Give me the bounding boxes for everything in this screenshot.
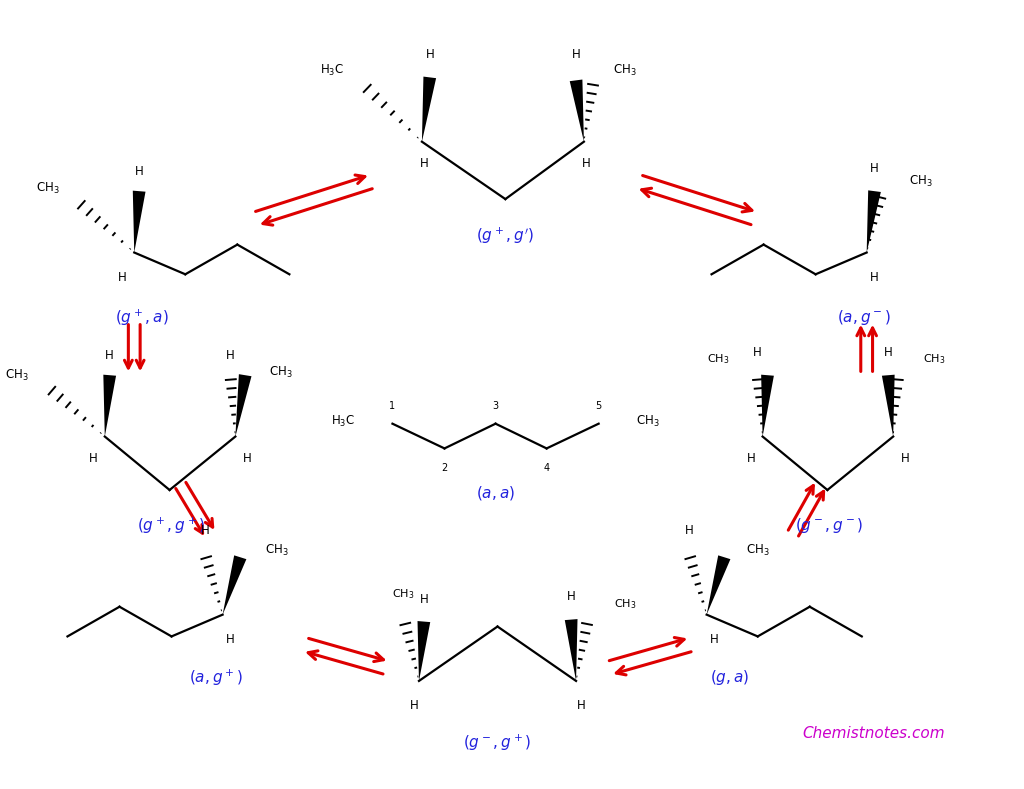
Text: H: H <box>685 524 693 537</box>
Polygon shape <box>133 191 145 252</box>
Text: H: H <box>900 452 909 465</box>
Text: H: H <box>226 633 234 646</box>
Text: $(g^+, g')$: $(g^+, g')$ <box>476 226 535 246</box>
Text: $(g^-, g^-)$: $(g^-, g^-)$ <box>796 516 863 535</box>
Text: H: H <box>425 48 434 61</box>
Text: 2: 2 <box>441 463 447 473</box>
Text: H: H <box>243 452 252 465</box>
Text: $(a, g^-)$: $(a, g^-)$ <box>837 308 891 327</box>
Polygon shape <box>418 621 430 681</box>
Text: $\mathregular{CH_3}$: $\mathregular{CH_3}$ <box>924 353 945 366</box>
Text: $\mathregular{CH_3}$: $\mathregular{CH_3}$ <box>4 368 29 383</box>
Text: $(g^-, g^+)$: $(g^-, g^+)$ <box>464 733 531 753</box>
Polygon shape <box>565 619 578 681</box>
Polygon shape <box>569 80 584 142</box>
Text: H: H <box>710 633 719 646</box>
Polygon shape <box>422 77 436 142</box>
Text: H: H <box>105 349 114 362</box>
Text: $\mathregular{CH_3}$: $\mathregular{CH_3}$ <box>745 543 770 558</box>
Text: H: H <box>420 157 428 170</box>
Text: $\mathregular{CH_3}$: $\mathregular{CH_3}$ <box>268 365 293 380</box>
Text: 1: 1 <box>389 401 395 411</box>
Text: $\mathregular{CH_3}$: $\mathregular{CH_3}$ <box>614 596 636 611</box>
Text: H: H <box>870 162 879 175</box>
Text: $\mathregular{H_3C}$: $\mathregular{H_3C}$ <box>319 63 344 78</box>
Polygon shape <box>236 374 252 436</box>
Text: $(a, a)$: $(a, a)$ <box>476 484 515 502</box>
Polygon shape <box>866 190 881 252</box>
Text: $(g^+, g^+)$: $(g^+, g^+)$ <box>137 515 206 536</box>
Text: H: H <box>420 593 428 606</box>
Text: $(a, g^+)$: $(a, g^+)$ <box>188 667 243 688</box>
Polygon shape <box>103 375 116 436</box>
Text: H: H <box>201 524 209 537</box>
Polygon shape <box>707 555 730 615</box>
Text: H: H <box>89 452 97 465</box>
Text: $\mathregular{CH_3}$: $\mathregular{CH_3}$ <box>392 587 415 600</box>
Text: H: H <box>577 699 586 712</box>
Text: $\mathregular{CH_3}$: $\mathregular{CH_3}$ <box>265 543 289 558</box>
Polygon shape <box>882 375 895 436</box>
Text: H: H <box>754 346 762 359</box>
Text: $(g, a)$: $(g, a)$ <box>710 668 749 687</box>
Text: $\mathregular{CH_3}$: $\mathregular{CH_3}$ <box>909 174 933 189</box>
Text: 3: 3 <box>493 401 499 411</box>
Text: H: H <box>135 165 143 178</box>
Text: H: H <box>582 157 590 170</box>
Text: H: H <box>571 48 581 61</box>
Text: $\mathregular{CH_3}$: $\mathregular{CH_3}$ <box>613 63 637 78</box>
Text: $\mathregular{CH_3}$: $\mathregular{CH_3}$ <box>636 414 659 429</box>
Text: $(g^+, a)$: $(g^+, a)$ <box>116 308 169 328</box>
Text: H: H <box>566 590 575 604</box>
Polygon shape <box>761 375 774 436</box>
Text: H: H <box>870 271 879 284</box>
Text: 5: 5 <box>596 401 602 411</box>
Text: H: H <box>226 349 234 362</box>
Text: H: H <box>884 346 893 359</box>
Text: $\mathregular{H_3C}$: $\mathregular{H_3C}$ <box>331 414 355 429</box>
Text: H: H <box>118 271 127 284</box>
Text: $\mathregular{CH_3}$: $\mathregular{CH_3}$ <box>36 181 59 196</box>
Text: Chemistnotes.com: Chemistnotes.com <box>802 726 945 741</box>
Text: 4: 4 <box>544 463 550 473</box>
Text: H: H <box>746 452 755 465</box>
Polygon shape <box>222 555 247 615</box>
Text: H: H <box>410 699 419 712</box>
Text: $\mathregular{CH_3}$: $\mathregular{CH_3}$ <box>708 353 730 366</box>
